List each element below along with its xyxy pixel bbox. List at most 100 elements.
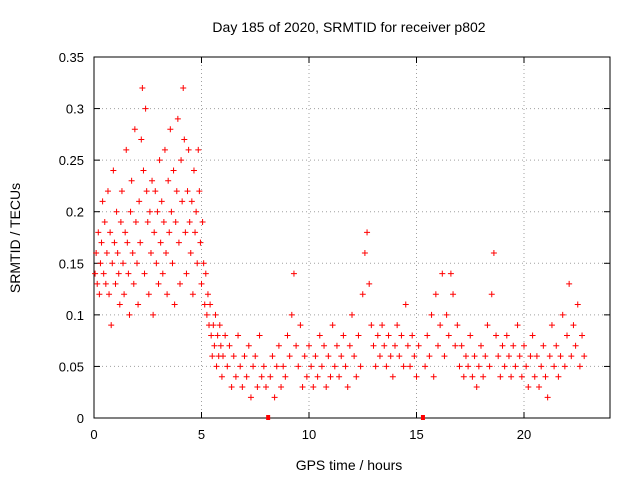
data-point [214,332,221,339]
data-point [389,373,396,380]
data-point [559,311,566,318]
data-point [422,363,429,370]
data-point [542,373,549,380]
data-point [486,363,493,370]
data-point [400,363,407,370]
data-point [142,105,149,112]
data-point [181,136,188,143]
data-point [154,208,161,215]
data-point [122,229,129,236]
data-point [275,342,282,349]
data-point [538,363,545,370]
plot-area [93,56,611,419]
data-point [329,322,336,329]
data-point [153,260,160,267]
data-point [132,219,139,226]
data-point [99,198,106,205]
data-point [471,353,478,360]
data-point [180,84,187,91]
data-point [404,342,411,349]
data-point [196,188,203,195]
data-point [149,177,156,184]
data-point [211,342,218,349]
data-point [306,342,312,349]
data-point [572,342,579,349]
data-point [376,353,383,360]
data-point [96,291,103,298]
data-point [171,301,178,308]
data-point [168,208,175,215]
data-point [510,342,517,349]
data-point [110,167,117,174]
data-point [164,291,171,298]
data-point [293,342,300,349]
data-point [553,342,560,349]
data-point [260,363,267,370]
data-point [166,229,173,236]
data-point [437,322,444,329]
data-point [93,249,100,256]
data-point [115,270,122,277]
data-point [113,208,120,215]
data-point [478,342,484,349]
data-point [138,136,145,143]
data-point [186,219,193,226]
data-point [301,353,308,360]
data-point [374,332,381,339]
data-point [368,322,375,329]
data-point [394,322,401,329]
data-point [98,239,105,246]
data-point [336,373,343,380]
x-tick-label: 5 [198,427,205,442]
data-point [102,280,109,287]
data-point [177,280,183,287]
data-point [570,322,577,329]
data-point [490,249,497,256]
data-point [548,322,555,329]
data-point [228,384,235,391]
data-point [107,229,114,236]
data-point [130,280,137,287]
data-point [469,373,476,380]
data-point [109,260,116,267]
data-point [411,353,418,360]
data-point [146,208,153,215]
data-point [555,373,562,380]
data-point [198,280,205,287]
data-point [95,229,102,236]
data-point [254,384,261,391]
data-point [245,342,252,349]
data-point [183,270,190,277]
data-point [533,353,540,360]
data-point [243,373,250,380]
data-point [256,332,263,339]
data-point [318,363,325,370]
data-point [269,353,276,360]
data-point [327,373,334,380]
data-point [267,373,274,380]
data-point [190,167,197,174]
data-point [179,198,186,205]
data-point [361,249,368,256]
data-point [314,373,321,380]
data-point [147,249,154,256]
chart-title: Day 185 of 2020, SRMTID for receiver p80… [212,19,485,35]
data-point [197,239,204,246]
data-point [574,301,581,308]
data-point [184,188,191,195]
data-point [123,146,130,153]
data-point [482,353,489,360]
data-point [140,167,147,174]
data-point [100,270,107,277]
data-point [207,301,214,308]
y-tick-label: 0.05 [59,359,84,374]
x-tick-label: 10 [302,427,316,442]
data-point [200,260,207,267]
data-point [139,84,146,91]
data-point [247,394,254,401]
data-point [199,219,206,226]
data-point [117,219,124,226]
data-point [462,353,469,360]
data-point [124,239,131,246]
data-point [163,249,170,256]
